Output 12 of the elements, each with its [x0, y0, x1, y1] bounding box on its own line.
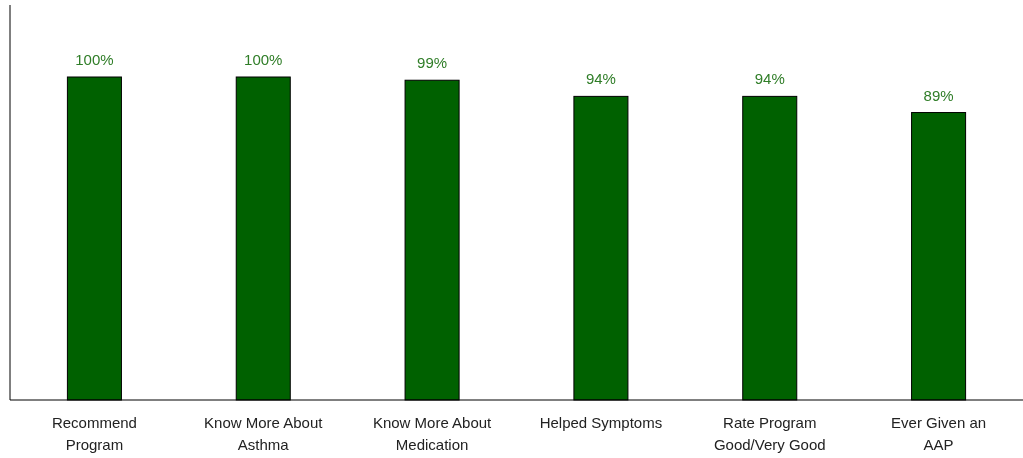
x-tick-label: Recommend Program: [51, 414, 137, 453]
data-label: 89%: [923, 86, 954, 104]
data-label: 99%: [417, 54, 448, 72]
x-tick-label: Know More About Medication: [372, 414, 493, 453]
x-tick-label: Rate Program Good/Very Good: [713, 414, 826, 453]
data-label: 100%: [75, 51, 114, 68]
data-label: 94%: [754, 70, 785, 88]
x-tick-label: Helped Symptoms: [539, 414, 663, 431]
data-label: 100%: [244, 51, 283, 68]
x-tick-label: Know More About Asthma: [204, 414, 324, 453]
x-tick-label: Ever Given an AAP: [891, 414, 987, 453]
data-label: 94%: [585, 70, 616, 88]
